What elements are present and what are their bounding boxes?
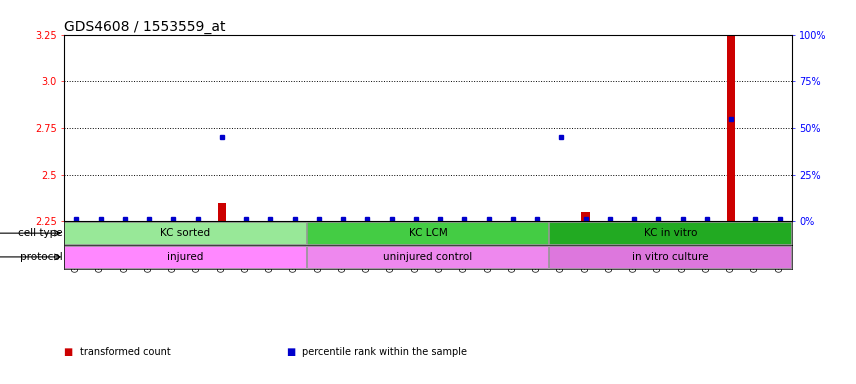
Text: ■: ■ xyxy=(287,347,299,357)
Bar xyxy=(550,222,791,244)
Text: in vitro culture: in vitro culture xyxy=(633,252,709,262)
Text: protocol: protocol xyxy=(21,252,63,262)
Text: injured: injured xyxy=(167,252,204,262)
Bar xyxy=(550,246,791,268)
Bar xyxy=(64,246,306,268)
Bar xyxy=(581,212,590,221)
Bar xyxy=(306,222,549,244)
Text: transformed count: transformed count xyxy=(80,347,170,357)
Bar xyxy=(727,35,735,221)
Text: KC sorted: KC sorted xyxy=(160,228,211,238)
Text: uninjured control: uninjured control xyxy=(383,252,473,262)
Bar xyxy=(306,246,549,268)
Bar xyxy=(217,203,226,221)
Text: ■: ■ xyxy=(64,347,76,357)
Text: cell type: cell type xyxy=(18,228,63,238)
Bar xyxy=(64,222,306,244)
Text: KC LCM: KC LCM xyxy=(408,228,448,238)
Text: GDS4608 / 1553559_at: GDS4608 / 1553559_at xyxy=(64,20,226,33)
Text: percentile rank within the sample: percentile rank within the sample xyxy=(302,347,467,357)
Text: KC in vitro: KC in vitro xyxy=(644,228,698,238)
